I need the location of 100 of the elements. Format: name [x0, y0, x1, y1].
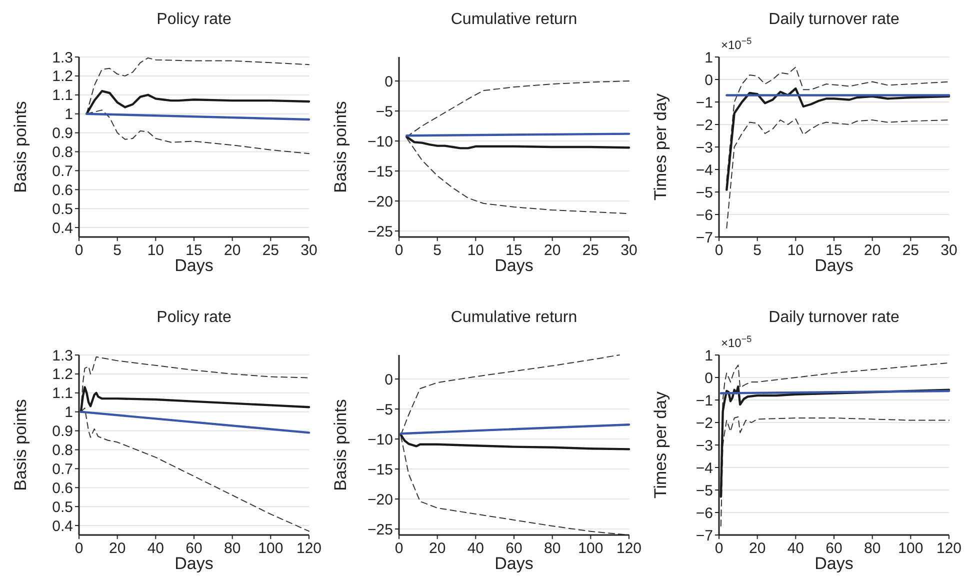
y-tick-label: −20 — [368, 491, 393, 508]
y-tick-label: 1 — [704, 49, 713, 66]
x-tick-label: 80 — [224, 540, 241, 557]
y-tick-label: −4 — [696, 162, 713, 179]
y-tick-label: −2 — [696, 116, 713, 134]
y-tick-label: 1.1 — [52, 385, 73, 402]
x-axis-title: Days — [174, 256, 214, 275]
y-tick-label: −6 — [696, 504, 713, 522]
x-tick-label: 60 — [506, 540, 522, 557]
x-tick-label: 20 — [864, 242, 881, 259]
y-tick-label: 0.9 — [52, 423, 73, 440]
x-tick-label: 60 — [826, 540, 842, 557]
chart-title: Policy rate — [156, 11, 232, 28]
x-axis-title: Days — [174, 554, 214, 573]
x-tick-label: 20 — [748, 540, 766, 557]
y-axis-title: Basis points — [331, 101, 350, 193]
y-axis-title: Basis points — [11, 101, 30, 193]
y-tick-label: −5 — [696, 184, 713, 202]
y-tick-label: −5 — [376, 103, 393, 120]
x-tick-label: 80 — [544, 540, 561, 557]
x-tick-label: 100 — [898, 540, 924, 557]
y-tick-label: −10 — [368, 133, 393, 150]
text: ×10$^{−5}$ — [721, 334, 752, 350]
x-tick-label: 30 — [940, 242, 958, 259]
x-axis-title: Days — [494, 554, 534, 573]
y-tick-label: 1.2 — [52, 68, 73, 86]
x-tick-label: 20 — [224, 242, 241, 259]
y-tick-label: 1.2 — [52, 366, 73, 384]
x-tick-label: 100 — [258, 540, 284, 557]
x-tick-label: 20 — [544, 242, 561, 259]
y-tick-label: −3 — [696, 437, 713, 454]
x-tick-label: 10 — [787, 242, 804, 259]
x-tick-label: 20 — [428, 540, 446, 557]
y-tick-label: 0.6 — [52, 182, 73, 199]
x-tick-label: 5 — [753, 242, 762, 259]
chart-title: Cumulative return — [450, 309, 578, 326]
y-tick-label: 1.3 — [52, 49, 73, 66]
y-tick-label: −20 — [368, 193, 393, 210]
x-tick-label: 25 — [902, 242, 920, 259]
y-tick-label: −5 — [696, 482, 713, 500]
y-tick-label: 0.8 — [52, 442, 73, 459]
x-tick-label: 100 — [578, 540, 604, 557]
y-axis-title: Times per day — [651, 390, 670, 499]
y-axis-title: Times per day — [651, 92, 670, 201]
y-tick-label: −3 — [696, 139, 713, 156]
y-tick-label: −4 — [696, 460, 713, 477]
chart-title: Cumulative return — [450, 11, 578, 28]
y-tick-label: 0.7 — [52, 460, 73, 478]
y-tick-label: 0 — [704, 370, 713, 387]
x-tick-label: 25 — [582, 242, 600, 259]
y-tick-label: 0.4 — [52, 518, 73, 535]
y-tick-label: −10 — [368, 431, 393, 448]
x-tick-label: 15 — [826, 242, 842, 259]
x-axis-title: Days — [494, 256, 534, 275]
chart-title: Daily turnover rate — [768, 309, 900, 326]
x-tick-label: 40 — [467, 540, 484, 557]
y-tick-label: −6 — [696, 206, 713, 224]
y-tick-label: 0.9 — [52, 125, 73, 142]
y-tick-label: −25 — [368, 223, 393, 240]
y-tick-label: 1.3 — [52, 347, 73, 364]
chart-title: Policy rate — [156, 309, 232, 326]
x-axis-title: Days — [814, 554, 854, 573]
x-tick-label: 40 — [147, 540, 164, 557]
x-tick-label: 15 — [186, 242, 202, 259]
y-tick-label: −15 — [368, 461, 393, 478]
y-tick-label: 0.4 — [52, 220, 73, 237]
y-tick-label: 1 — [64, 404, 73, 422]
y-tick-label: 0.6 — [52, 480, 73, 497]
y-axis-title: Basis points — [331, 399, 350, 491]
x-tick-label: 5 — [113, 242, 122, 259]
x-tick-label: 15 — [506, 242, 522, 259]
x-tick-label: 5 — [433, 242, 442, 259]
y-tick-label: 0 — [384, 73, 393, 90]
x-tick-label: 120 — [616, 540, 642, 557]
x-tick-label: 30 — [300, 242, 318, 259]
y-tick-label: −7 — [696, 527, 713, 544]
x-tick-label: 80 — [864, 540, 881, 557]
y-tick-label: 0 — [704, 72, 713, 89]
y-tick-label: −25 — [368, 521, 393, 538]
y-tick-label: 1 — [704, 347, 713, 364]
x-axis-title: Days — [814, 256, 854, 275]
y-tick-label: −15 — [368, 163, 393, 180]
text: ×10$^{−5}$ — [721, 36, 752, 52]
y-tick-label: 0.5 — [52, 200, 73, 218]
y-tick-label: −2 — [696, 414, 713, 432]
y-tick-label: 1.1 — [52, 87, 73, 104]
x-tick-label: 10 — [147, 242, 164, 259]
x-tick-label: 20 — [108, 540, 126, 557]
chart-title: Daily turnover rate — [768, 11, 900, 28]
y-tick-label: 0.5 — [52, 498, 73, 516]
x-tick-label: 120 — [936, 540, 962, 557]
y-tick-label: −1 — [696, 392, 713, 410]
y-tick-label: 0 — [384, 371, 393, 388]
x-tick-label: 60 — [186, 540, 202, 557]
y-tick-label: −5 — [376, 401, 393, 418]
y-tick-label: 0.8 — [52, 144, 73, 161]
y-tick-label: −1 — [696, 94, 713, 112]
x-tick-label: 25 — [262, 242, 280, 259]
x-tick-label: 30 — [620, 242, 638, 259]
x-tick-label: 40 — [787, 540, 804, 557]
